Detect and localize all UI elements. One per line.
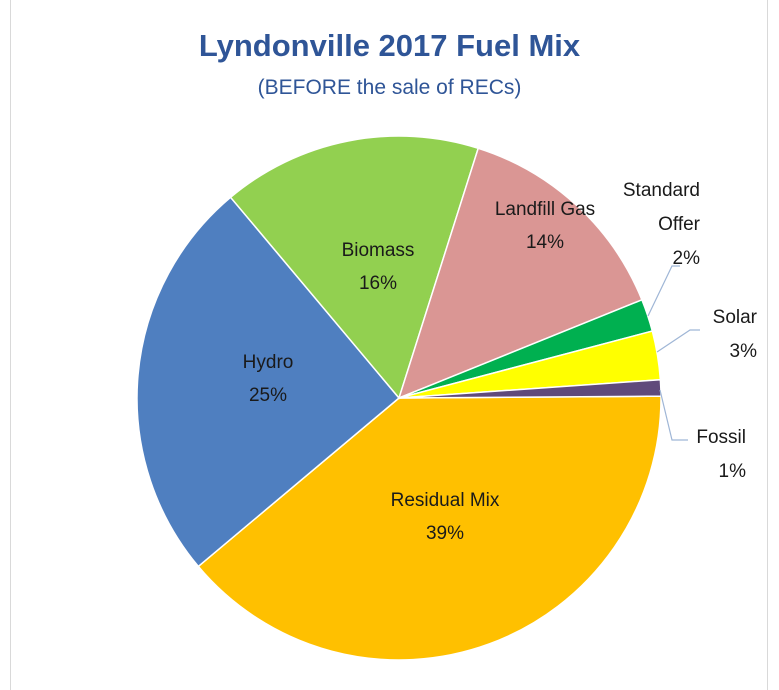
slice-percent-residual-mix: 39% [426,523,464,544]
slice-label-standard-offer-line2: Offer [658,214,701,235]
slice-label-solar: Solar [713,307,758,328]
pie-slices [136,135,662,661]
leader-line-fossil [659,389,688,441]
slice-labels: Residual Mix 39% Hydro 25% Biomass 16% Landfil… [243,180,758,544]
slice-label-standard-offer: Standard [623,180,700,201]
slice-percent-fossil: 1% [719,461,747,482]
slice-percent-standard-offer: 2% [673,248,701,269]
slice-label-fossil: Fossil [696,427,746,448]
pie-slice-landfill-gas [397,147,643,400]
pie-slice-residual-mix [197,395,662,661]
slice-label-biomass: Biomass [342,240,415,261]
leader-lines [647,265,700,441]
pie-slice-biomass [229,135,480,400]
chart-title: Lyndonville 2017 Fuel Mix [198,28,581,63]
slice-percent-solar: 3% [730,341,758,362]
chart-subtitle: (BEFORE the sale of RECs) [257,76,522,99]
slice-percent-landfill-gas: 14% [526,232,564,253]
slice-percent-biomass: 16% [359,273,397,294]
leader-line-solar [656,329,700,353]
slice-percent-hydro: 25% [249,385,287,406]
pie-slice-hydro [136,196,401,568]
leader-line-standard-offer [647,265,680,317]
slice-label-landfill-gas: Landfill Gas [495,199,595,220]
chart-frame [10,0,768,690]
slice-label-hydro: Hydro [243,352,294,373]
slice-label-residual-mix: Residual Mix [391,490,500,511]
